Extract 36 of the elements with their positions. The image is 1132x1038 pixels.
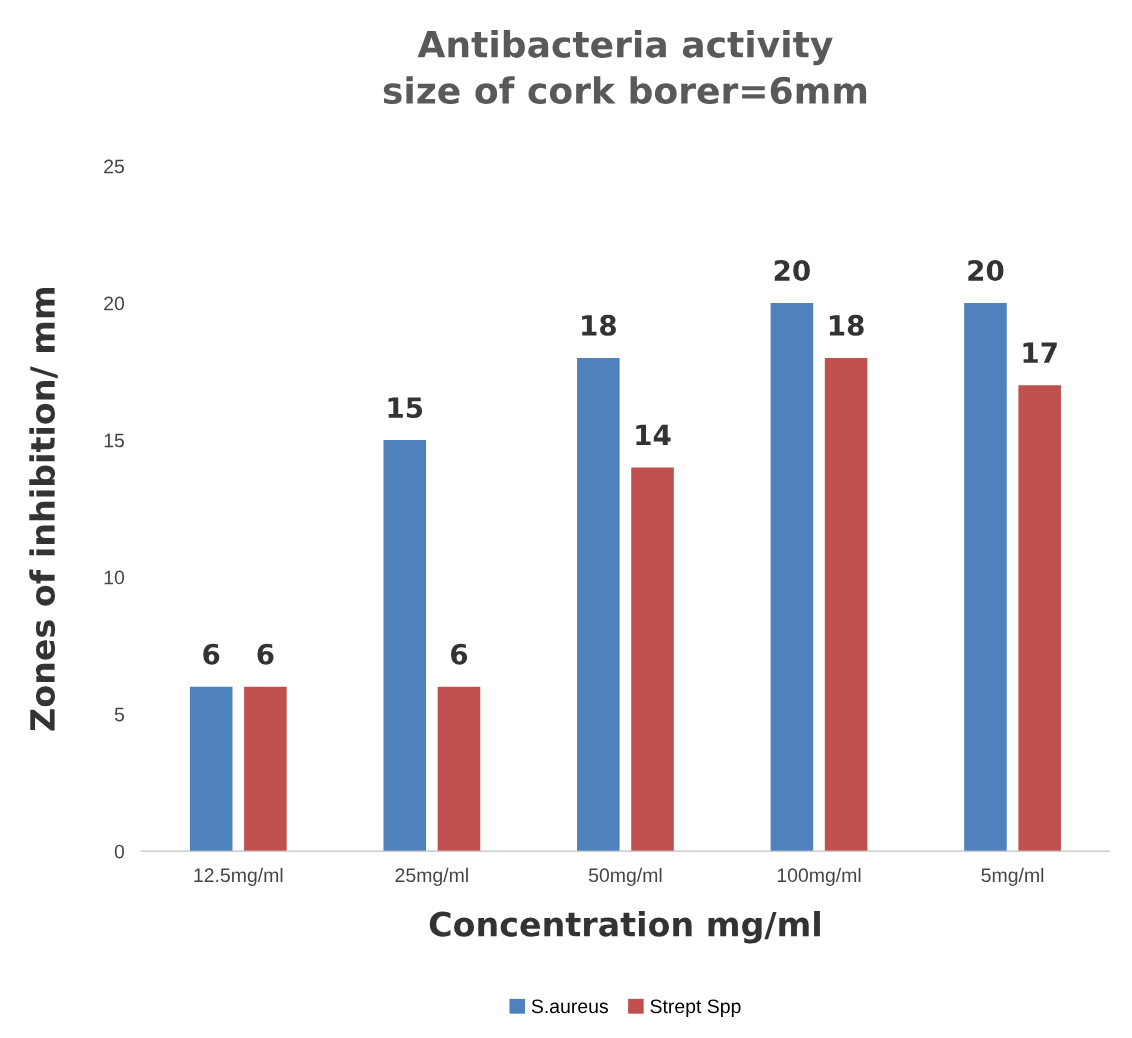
y-tick-label: 5 [114,707,125,722]
bar [437,686,481,852]
bar [244,686,287,852]
y-tick-label: 15 [104,433,125,448]
x-tick-label: 100mg/ml [777,867,861,886]
bar [1018,385,1061,852]
y-axis-title: Zones of inhibition/ mm [29,287,58,731]
data-label: 20 [774,260,810,282]
legend-label: Strept Spp [650,999,741,1018]
bar [770,303,814,852]
bar [964,303,1007,852]
chart-title: Antibacteria activity size of cork borer=6mm [383,29,867,105]
x-axis-title: Concentration mg/ml [429,910,820,944]
y-tick-label: 25 [104,159,125,174]
legend-label: S.aureus [531,999,608,1014]
y-tick-label: 0 [114,844,125,859]
bar [383,440,427,852]
x-tick-label: 50mg/ml [588,867,662,886]
y-tick-label: 20 [104,296,125,311]
x-tick-label: 12.5mg/ml [194,867,283,886]
bar [577,357,620,852]
bar [631,467,674,852]
data-label: 20 [968,260,1004,282]
data-label: 15 [388,397,423,419]
data-label: 6 [257,643,274,665]
data-label: 6 [203,643,220,665]
data-label: 17 [1023,342,1057,363]
x-tick-label: 25mg/ml [395,867,468,886]
x-tick-label: 5mg/ml [981,867,1044,886]
data-label: 6 [451,643,468,665]
data-label: 18 [829,314,864,336]
data-label: 14 [636,424,671,446]
data-label: 18 [582,314,616,336]
y-tick-label: 10 [104,570,125,585]
bar [189,686,233,852]
bar [824,357,868,852]
